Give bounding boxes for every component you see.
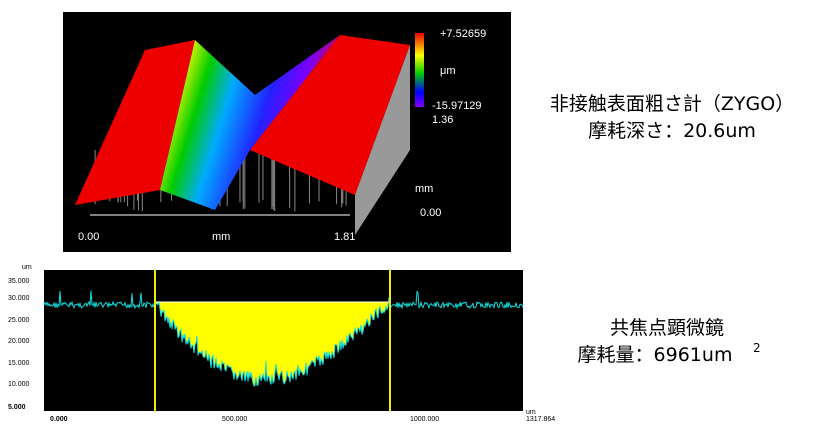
superscript: 2 (753, 341, 761, 355)
x-unit: mm (212, 231, 230, 243)
x-end: 1317.864 (526, 416, 555, 423)
y-tick: 25.000 (8, 317, 30, 324)
y-unit: mm (415, 183, 433, 195)
y-tick: 20.000 (8, 338, 30, 345)
z-unit: μm (440, 65, 456, 77)
x-tick: 500.000 (222, 416, 247, 423)
caption: 非接触表面粗さ計（ZYGO） (550, 93, 794, 115)
z-max: +7.52659 (440, 28, 486, 40)
y-tick: 35.000 (8, 278, 30, 285)
x-start: 0.00 (78, 231, 99, 243)
y-start: 0.00 (420, 207, 441, 219)
z-min: -15.97129 (432, 100, 482, 112)
y-tick: 5.000 (8, 404, 26, 411)
x-tick: 1000.000 (410, 416, 439, 423)
x-unit: um (526, 409, 536, 416)
z-extra: 1.36 (432, 114, 453, 126)
caption: 摩耗量：6961um (578, 344, 733, 366)
figure: +7.52659 μm -15.97129 1.36 mm 0.00 0.00 … (0, 0, 825, 424)
x-tick: 0.000 (50, 416, 68, 423)
x-end: 1.81 (334, 231, 355, 243)
color-bar (415, 33, 424, 107)
y-tick: 30.000 (8, 295, 30, 302)
y-tick: 15.000 (8, 360, 30, 367)
y-unit: um (22, 264, 32, 271)
caption: 摩耗深さ：20.6um (588, 120, 756, 142)
y-tick: 10.000 (8, 381, 30, 388)
caption: 共焦点顕微鏡 (610, 317, 724, 339)
